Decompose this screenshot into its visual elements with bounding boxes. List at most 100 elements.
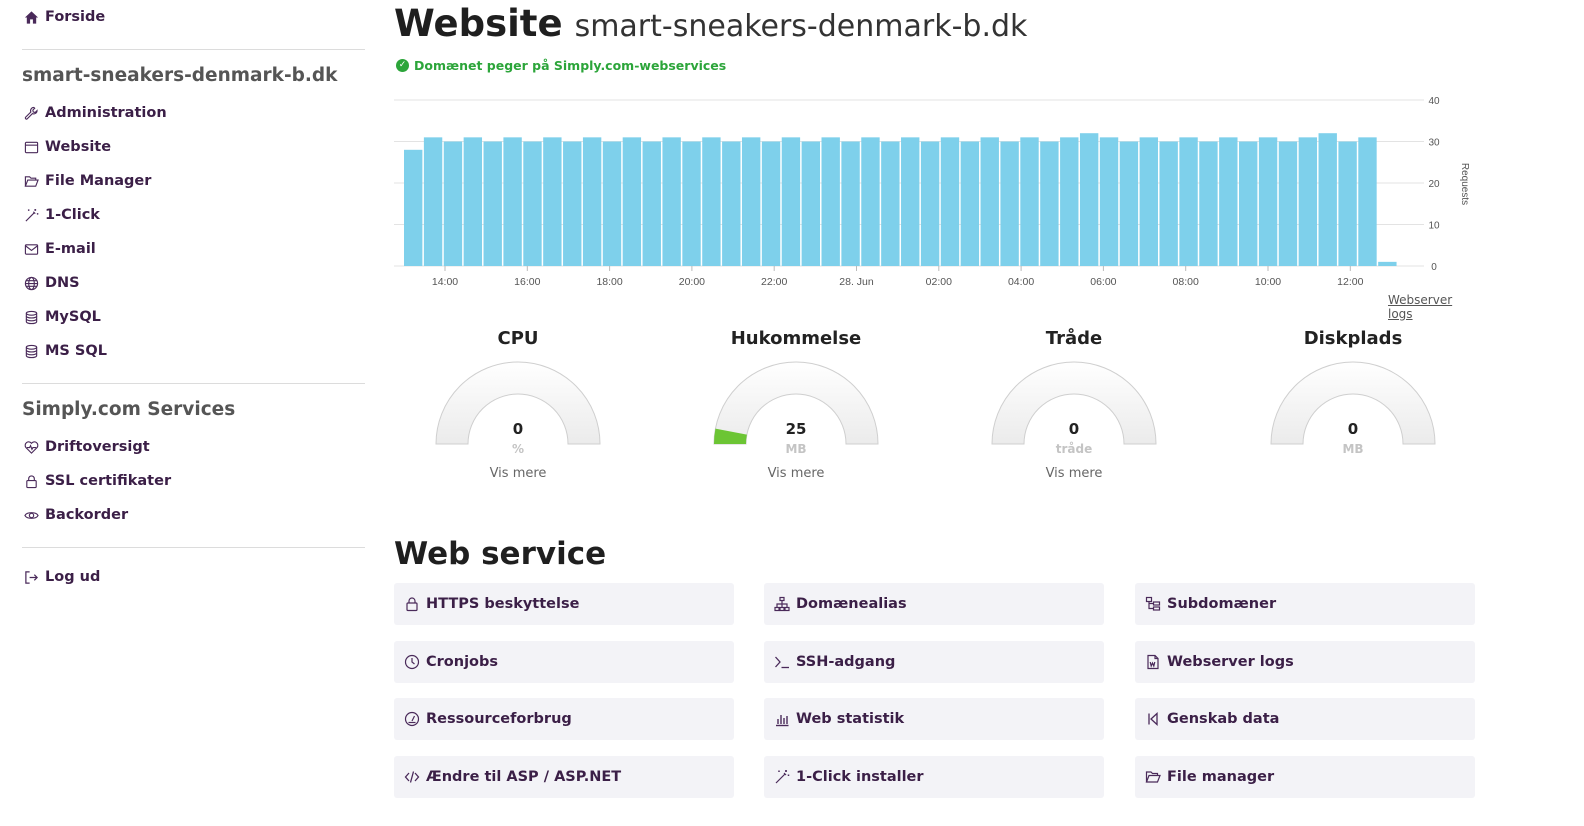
chart-bar (682, 141, 701, 266)
sidebar-item-label: 1-Click (45, 207, 100, 223)
x-tick-label: 04:00 (1008, 276, 1034, 288)
magic-wand-icon (22, 206, 40, 224)
chart-bar (404, 149, 423, 266)
card-domaenealias[interactable]: Domænealias (764, 583, 1104, 625)
check-circle-icon: ✓ (396, 58, 409, 72)
card-label: HTTPS beskyttelse (426, 596, 580, 612)
gauge-unit: MB (1342, 442, 1364, 456)
chart-bar (1079, 133, 1099, 266)
card-genskab-data[interactable]: Genskab data (1135, 698, 1475, 740)
nav-home[interactable]: Forside (22, 0, 365, 34)
card-label: Domænealias (796, 596, 907, 612)
sidebar-item-mysql[interactable]: MySQL (22, 300, 365, 334)
sidebar-service-driftoversigt[interactable]: Driftoversigt (22, 430, 365, 464)
resource-gauges: CPU 0 % Vis mere Hukommelse 25 MB Vis me… (394, 328, 1478, 498)
sidebar-divider (22, 383, 365, 384)
card-subdomaener[interactable]: Subdomæner (1135, 583, 1475, 625)
gauge-track (1270, 361, 1436, 445)
sidebar-service-ssl-certifikater[interactable]: SSL certifikater (22, 464, 365, 498)
wrench-icon (22, 104, 40, 122)
x-tick-label: 10:00 (1255, 276, 1281, 288)
gauge-unit: tråde (1055, 442, 1093, 456)
chart-bar (702, 137, 721, 266)
gauge-more-link[interactable]: Vis mere (1045, 466, 1103, 481)
chart-bar (1060, 137, 1079, 266)
x-tick-label: 18:00 (596, 276, 622, 288)
chart-bar (940, 137, 960, 266)
lock-icon (22, 472, 40, 490)
chart-bar (1338, 141, 1357, 266)
chart-bar (423, 137, 443, 266)
sidebar-service-label: SSL certifikater (45, 473, 172, 489)
sidebar-item-1-click[interactable]: 1-Click (22, 198, 365, 232)
sidebar-service-label: Backorder (45, 507, 129, 523)
gauge-dial (1270, 361, 1436, 445)
chart-bar (1159, 141, 1178, 266)
webserver-logs-link[interactable]: Webserver logs (1388, 293, 1453, 321)
card-label: 1-Click installer (796, 768, 924, 785)
gauge-unit: MB (785, 442, 807, 456)
card-1-click-installer[interactable]: 1-Click installer (764, 755, 1104, 798)
card-file-manager[interactable]: File manager (1135, 755, 1475, 798)
sidebar-item-label: File Manager (45, 173, 152, 189)
chart-bar (622, 137, 642, 266)
sidebar-item-website[interactable]: Website (22, 130, 365, 164)
chart-bar (1020, 137, 1039, 266)
chart-bar (901, 137, 920, 266)
gauge-value: 0 (1347, 420, 1359, 438)
domain-status: ✓ Domænet peger på Simply.com-webservice… (394, 56, 1478, 74)
x-tick-label: 20:00 (679, 276, 705, 288)
nav-logout[interactable]: Log ud (22, 560, 365, 594)
chart-bar (861, 137, 880, 266)
eye-icon (22, 506, 40, 524)
sidebar-item-ms-sql[interactable]: MS SQL (22, 334, 365, 368)
gauge-dial (991, 361, 1157, 445)
gauge-more-link[interactable]: Vis mere (767, 466, 825, 481)
requests-chart-svg: 0 10 20 30 40 Requests 14:00 16:00 18:00 20:00 22:… (394, 96, 1470, 288)
domain-status-text: Domænet peger på Simply.com-webservices (414, 57, 727, 73)
subdomain-icon (1144, 595, 1162, 613)
sidebar-divider (22, 547, 365, 548)
y-axis-label: Requests (1459, 163, 1470, 205)
magic-wand-icon (773, 768, 791, 786)
chart-bar (503, 137, 522, 266)
sidebar-item-file-manager[interactable]: File Manager (22, 164, 365, 198)
gauge-track (435, 361, 601, 445)
chart-bar (781, 137, 801, 266)
card-ssh-adgang[interactable]: SSH-adgang (764, 640, 1104, 683)
gauge-dial (435, 361, 601, 445)
card-webserver-logs[interactable]: Webserver logs (1135, 640, 1475, 683)
y-tick-label: 30 (1428, 138, 1440, 149)
chart-bar (1378, 261, 1397, 266)
step-back-icon (1144, 710, 1162, 728)
chart-bar (1358, 137, 1377, 266)
chart-bar (1258, 137, 1278, 266)
chart-bar (801, 141, 821, 266)
y-tick-label: 40 (1428, 96, 1440, 107)
y-tick-label: 20 (1428, 179, 1440, 190)
chart-bar (463, 137, 483, 266)
chart-bar (960, 141, 980, 266)
file-icon (1144, 653, 1162, 671)
card-web-statistik[interactable]: Web statistik (764, 698, 1104, 740)
sidebar-service-backorder[interactable]: Backorder (22, 498, 365, 532)
chart-bar (483, 141, 502, 266)
card-ressourceforbrug[interactable]: Ressourceforbrug (394, 698, 734, 740)
sidebar-divider (22, 49, 365, 50)
chart-bar (1040, 141, 1059, 266)
page-title-domain: smart-sneakers-denmark-b.dk (574, 9, 1028, 44)
x-tick-label: 02:00 (926, 276, 952, 288)
sidebar-item-dns[interactable]: DNS (22, 266, 365, 300)
y-tick-label: 10 (1428, 221, 1440, 232)
card-https-beskyttelse[interactable]: HTTPS beskyttelse (394, 583, 734, 625)
card-cronjobs[interactable]: Cronjobs (394, 640, 734, 683)
card-aendre-til-asp-asp-net[interactable]: Ændre til ASP / ASP.NET (394, 755, 734, 798)
gauge-more-link[interactable]: Vis mere (489, 466, 547, 481)
logout-icon (22, 568, 40, 586)
sidebar-item-administration[interactable]: Administration (22, 96, 365, 130)
sidebar-services-title: Simply.com Services (22, 399, 236, 420)
page-title-text: Website (394, 2, 563, 45)
nav-logout-label: Log ud (45, 569, 101, 585)
sidebar-item-e-mail[interactable]: E-mail (22, 232, 365, 266)
folder-open-icon (22, 172, 40, 190)
